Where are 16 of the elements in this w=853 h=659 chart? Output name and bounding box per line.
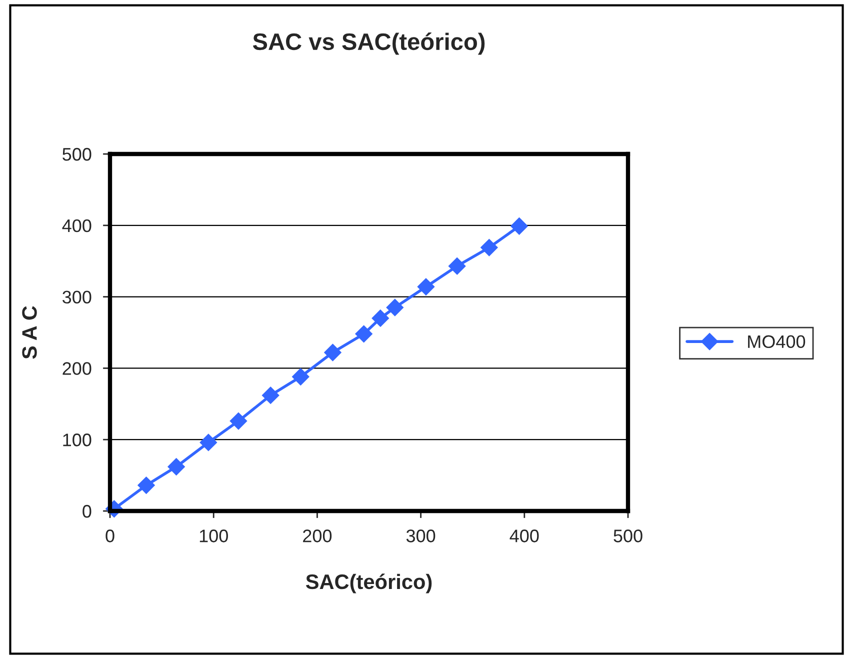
y-tick-label: 500 bbox=[62, 148, 92, 161]
y-tick-label: 100 bbox=[63, 434, 92, 446]
legend-label: MO400 bbox=[748, 335, 806, 348]
y-tick-label: 300 bbox=[62, 290, 92, 304]
x-axis-title: SAC(teórico) bbox=[306, 574, 432, 594]
x-tick-label: 100 bbox=[200, 530, 228, 542]
chart-title: SAC vs SAC(teórico) bbox=[252, 32, 485, 55]
x-tick-label: 400 bbox=[510, 530, 539, 542]
x-tick-label: 300 bbox=[406, 530, 436, 542]
y-tick-label: 200 bbox=[62, 362, 92, 375]
y-axis-title: S A C bbox=[22, 306, 37, 359]
x-tick-label: 0 bbox=[106, 530, 114, 542]
x-tick-label: 200 bbox=[303, 530, 332, 542]
x-tick-label: 500 bbox=[614, 530, 642, 542]
y-tick-label: 400 bbox=[62, 219, 92, 232]
y-tick-label: 0 bbox=[82, 504, 92, 518]
